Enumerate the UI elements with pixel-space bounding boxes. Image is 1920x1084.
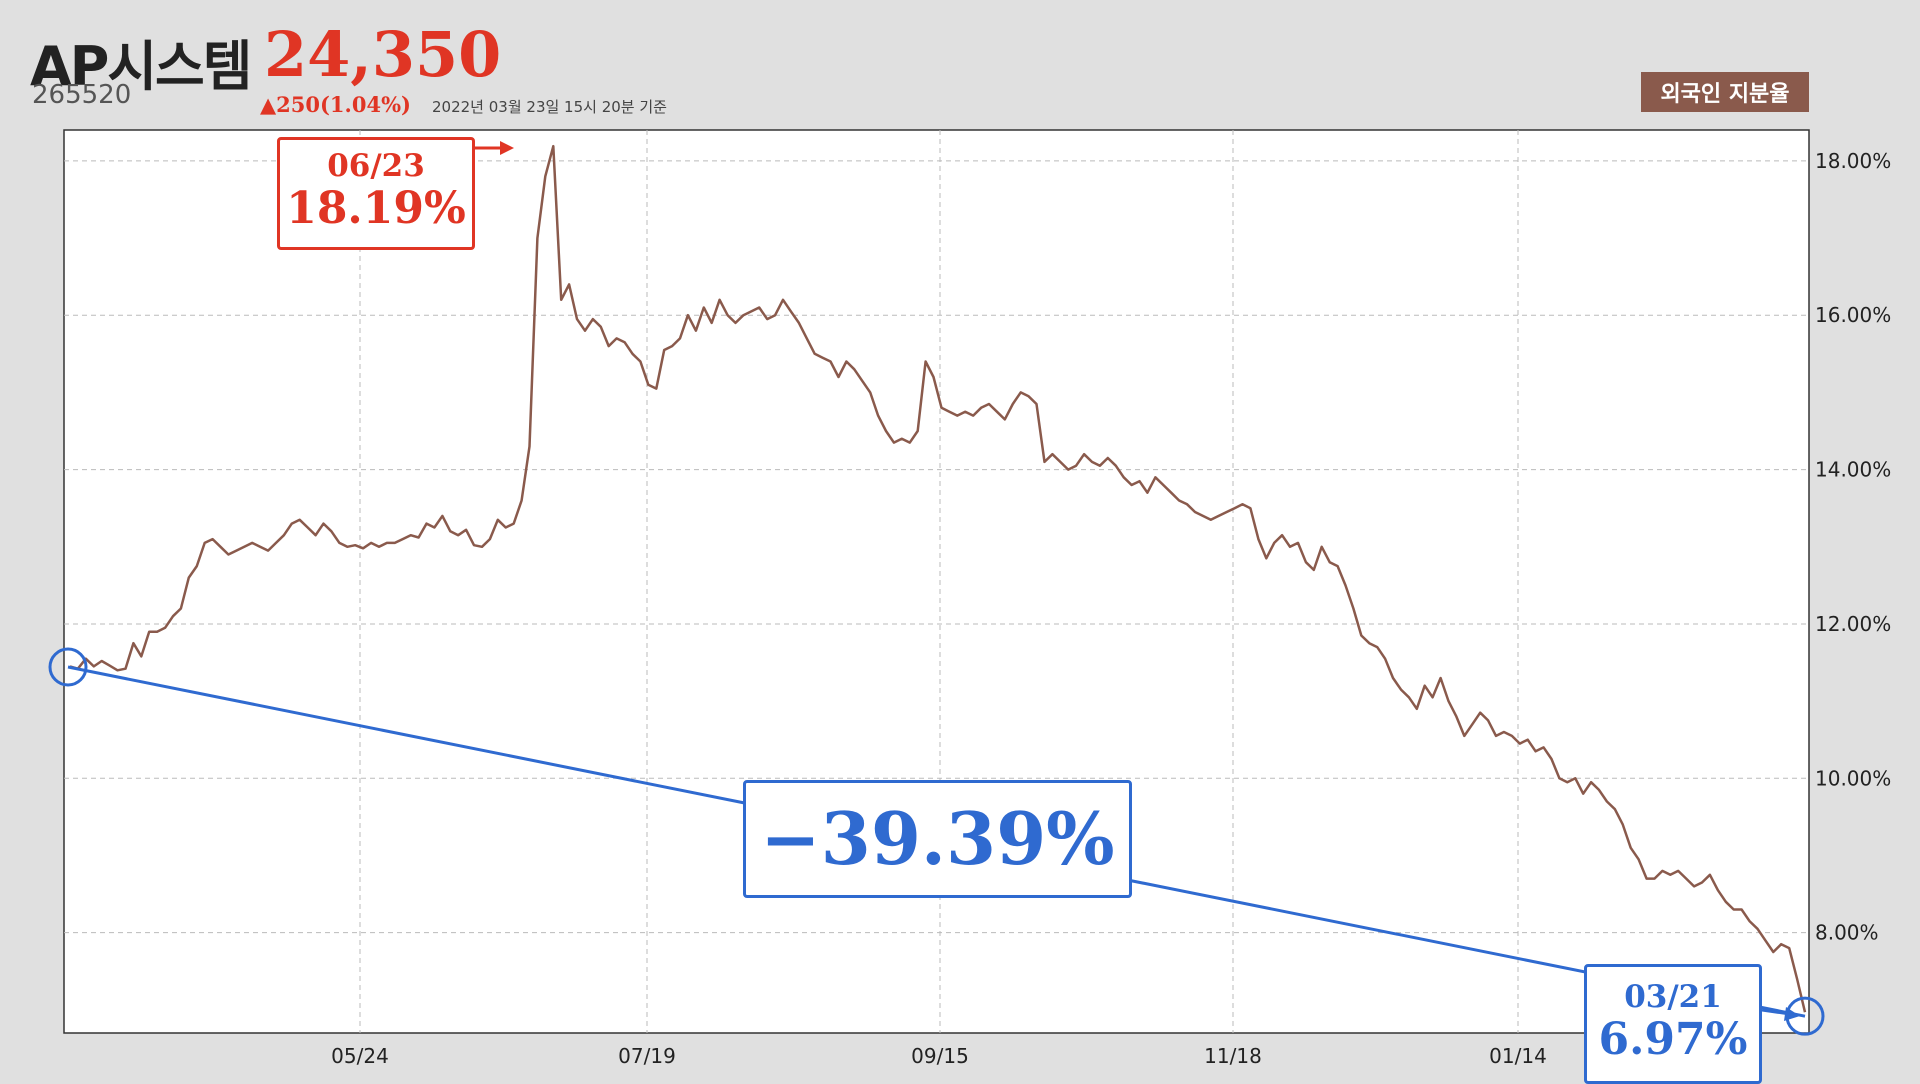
- x-tick-labels: 05/24 07/19 09/15 11/18 01/14: [331, 1044, 1547, 1068]
- change-annotation: −39.39%: [743, 780, 1132, 898]
- x-tick-label: 01/14: [1489, 1044, 1547, 1068]
- y-tick-label: 16.00%: [1815, 303, 1891, 327]
- end-value: 6.97%: [1598, 1014, 1748, 1065]
- ownership-line: [69, 144, 1807, 1013]
- peak-annotation: 06/23 18.19%: [277, 137, 475, 250]
- peak-arrow: [475, 141, 514, 155]
- y-tick-label: 18.00%: [1815, 149, 1891, 173]
- start-marker: [48, 647, 88, 687]
- price-change: ▲250(1.04%): [260, 92, 411, 117]
- x-tick-label: 05/24: [331, 1044, 389, 1068]
- stock-price: 24,350: [264, 18, 502, 91]
- y-tick-label: 10.00%: [1815, 766, 1891, 790]
- end-date: 03/21: [1624, 979, 1722, 1015]
- end-annotation: 03/21 6.97%: [1584, 964, 1762, 1084]
- grid: [64, 130, 1809, 1033]
- y-tick-label: 12.00%: [1815, 612, 1891, 636]
- y-tick-label: 8.00%: [1815, 921, 1879, 945]
- peak-date: 06/23: [327, 148, 425, 184]
- reference-date: 2022년 03월 23일 15시 20분 기준: [432, 98, 667, 116]
- end-arrow: [1761, 1007, 1800, 1021]
- stock-name: AP시스템: [30, 35, 252, 98]
- metric-badge: 외국인 지분율: [1641, 72, 1809, 112]
- x-tick-label: 09/15: [911, 1044, 969, 1068]
- peak-value: 18.19%: [286, 183, 466, 234]
- stock-code: 265520: [32, 80, 132, 110]
- x-tick-label: 07/19: [618, 1044, 676, 1068]
- x-tick-label: 11/18: [1204, 1044, 1262, 1068]
- y-tick-labels: 8.00% 10.00% 12.00% 14.00% 16.00% 18.00%: [1815, 149, 1891, 945]
- y-tick-label: 14.00%: [1815, 458, 1891, 482]
